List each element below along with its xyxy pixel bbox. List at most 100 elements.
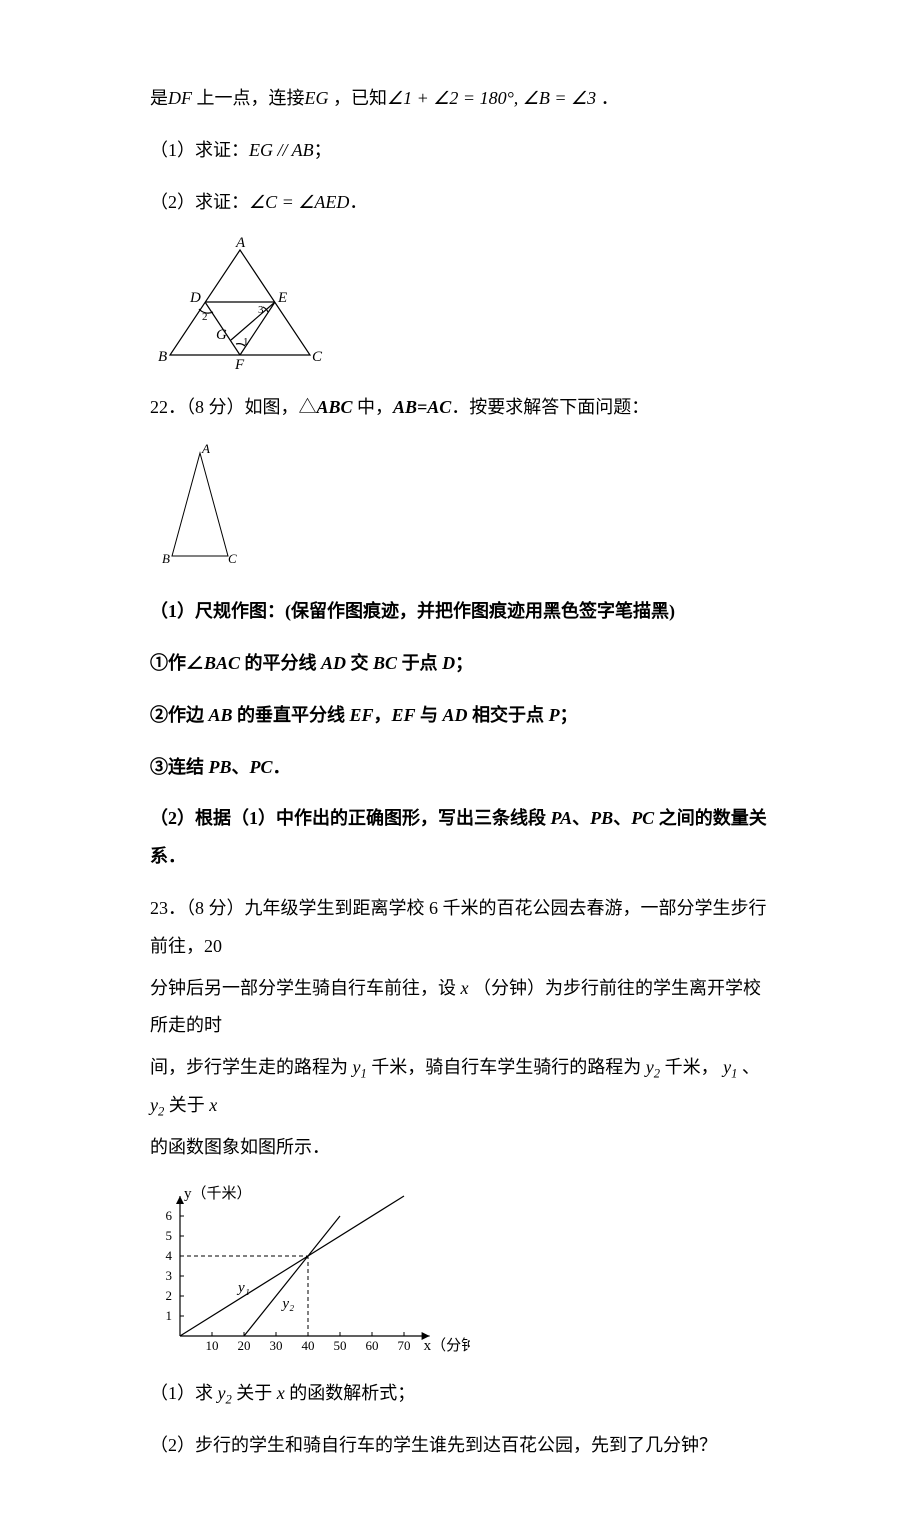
label-a: A [201, 441, 210, 456]
svg-text:3: 3 [166, 1268, 173, 1283]
var-ad2: AD [443, 705, 468, 725]
svg-text:1: 1 [166, 1308, 173, 1323]
var-y2b: y [150, 1095, 158, 1115]
label-g: G [216, 327, 227, 343]
var-y1: y [353, 1057, 361, 1077]
q23-stem3: 间，步行学生走的路程为 y1 千米，骑自行车学生骑行的路程为 y2 千米， y1… [150, 1049, 770, 1125]
var-x2: x [209, 1095, 217, 1115]
q23-p1: （1）求 y2 关于 x 的函数解析式； [150, 1375, 770, 1413]
q21-figure: A B C D E F G 1 2 3 [150, 235, 770, 375]
sub-2c: 2 [226, 1393, 232, 1407]
q23-chart: 10203040506070123456y（千米）x（分钟）y₁y₂ [150, 1181, 770, 1361]
q22-p2: （2）根据（1）中作出的正确图形，写出三条线段 PA、PB、PC 之间的数量关系… [150, 800, 770, 876]
svg-text:6: 6 [166, 1208, 173, 1223]
var-d: D [442, 653, 455, 673]
text: ． [601, 88, 619, 108]
var-p: P [549, 705, 560, 725]
svg-text:10: 10 [206, 1338, 219, 1353]
text: 是 [150, 88, 168, 108]
text: 相交于点 [468, 705, 549, 725]
var-y1b: y [723, 1057, 731, 1077]
svg-text:60: 60 [366, 1338, 379, 1353]
q23-stem4: 的函数图象如图所示． [150, 1129, 770, 1167]
text: 千米，骑自行车学生骑行的路程为 [371, 1057, 641, 1077]
var-eg: EG [305, 88, 329, 108]
svg-text:2: 2 [166, 1288, 173, 1303]
var-ef: EF [350, 705, 374, 725]
var-abc: ABC [317, 397, 353, 417]
q22-s3: ③连结 PB、PC． [150, 749, 770, 787]
text: 、 [742, 1057, 760, 1077]
q22-p1: （1）尺规作图：(保留作图痕迹，并把作图痕迹用黑色签字笔描黑) [150, 593, 770, 631]
sub-1b: 1 [731, 1067, 737, 1081]
label-c: C [312, 349, 323, 365]
angle-2: 2 [202, 311, 208, 323]
text: ； [560, 705, 578, 725]
q21-line1: 是DF 上一点，连接EG ，已知∠1 + ∠2 = 180°, ∠B = ∠3 … [150, 80, 770, 118]
var-ab: AB [209, 705, 233, 725]
var-ef2: EF [392, 705, 416, 725]
var-y2: y [646, 1057, 654, 1077]
svg-text:50: 50 [334, 1338, 347, 1353]
text: 中， [353, 397, 394, 417]
svg-text:5: 5 [166, 1228, 173, 1243]
text: ．按要求解答下面问题： [451, 397, 649, 417]
text: 、 [572, 808, 590, 828]
sub-2: 2 [654, 1067, 660, 1081]
q22-figure: A B C [150, 441, 770, 571]
text: 22．（8 分）如图，△ [150, 397, 317, 417]
svg-text:y₁: y₁ [236, 1280, 250, 1296]
text: 、 [232, 757, 250, 777]
text: 分钟后另一部分学生骑自行车前往，设 [150, 978, 456, 998]
text: （2）步行的学生和骑自行车的学生谁先到达百花公园，先到了几分钟？ [150, 1435, 717, 1455]
q21-part2: （2）求证：∠C = ∠AED． [150, 184, 770, 222]
q22-stem: 22．（8 分）如图，△ABC 中，AB=AC．按要求解答下面问题： [150, 389, 770, 427]
var-bc: BC [373, 653, 397, 673]
var-pc2: PC [631, 808, 654, 828]
svg-text:30: 30 [270, 1338, 283, 1353]
var-y2c: y [218, 1383, 226, 1403]
text: 间，步行学生走的路程为 [150, 1057, 348, 1077]
text: ； [455, 653, 473, 673]
text: 23．（8 分）九年级学生到距离学校 6 千米的百花公园去春游，一部分学生步行前… [150, 898, 767, 956]
var-pc: PC [250, 757, 273, 777]
sub-2b: 2 [158, 1105, 164, 1119]
var-x: x [461, 978, 469, 998]
var-df: DF [168, 88, 192, 108]
q22-s2: ②作边 AB 的垂直平分线 EF，EF 与 AD 相交于点 P； [150, 697, 770, 735]
text: ，已知 [333, 88, 387, 108]
label-f: F [234, 357, 245, 373]
svg-text:20: 20 [238, 1338, 251, 1353]
text: 的函数解析式； [289, 1383, 415, 1403]
var-pa: PA [551, 808, 573, 828]
text: （2）根据（1）中作出的正确图形，写出三条线段 [150, 808, 551, 828]
expr-parallel: EG // AB [249, 140, 314, 160]
text: ． [349, 192, 367, 212]
text: 关于 [236, 1383, 272, 1403]
svg-text:4: 4 [166, 1248, 173, 1263]
text: ③连结 [150, 757, 209, 777]
var-x3: x [277, 1383, 285, 1403]
label-b: B [162, 551, 170, 566]
text: 的平分线 [240, 653, 321, 673]
svg-text:x（分钟）: x（分钟） [424, 1337, 470, 1354]
var-bac: BAC [204, 653, 240, 673]
q23-p2: （2）步行的学生和骑自行车的学生谁先到达百花公园，先到了几分钟？ [150, 1427, 770, 1465]
angle-1: 1 [243, 336, 249, 348]
text: ． [273, 757, 291, 777]
sub-1: 1 [361, 1067, 367, 1081]
text: 的函数图象如图所示． [150, 1137, 330, 1157]
text: （1）求证： [150, 140, 249, 160]
svg-text:40: 40 [302, 1338, 315, 1353]
text: 交 [346, 653, 373, 673]
text: 与 [416, 705, 443, 725]
text: ， [374, 705, 392, 725]
text: 千米， [665, 1057, 719, 1077]
q22-s1: ①作∠BAC 的平分线 AD 交 BC 于点 D； [150, 645, 770, 683]
text: 上一点，连接 [197, 88, 305, 108]
q23-stem1: 23．（8 分）九年级学生到距离学校 6 千米的百花公园去春游，一部分学生步行前… [150, 890, 770, 966]
q21-part1: （1）求证：EG // AB； [150, 132, 770, 170]
label-e: E [277, 290, 287, 306]
label-c: C [228, 551, 237, 566]
var-pb2: PB [590, 808, 613, 828]
